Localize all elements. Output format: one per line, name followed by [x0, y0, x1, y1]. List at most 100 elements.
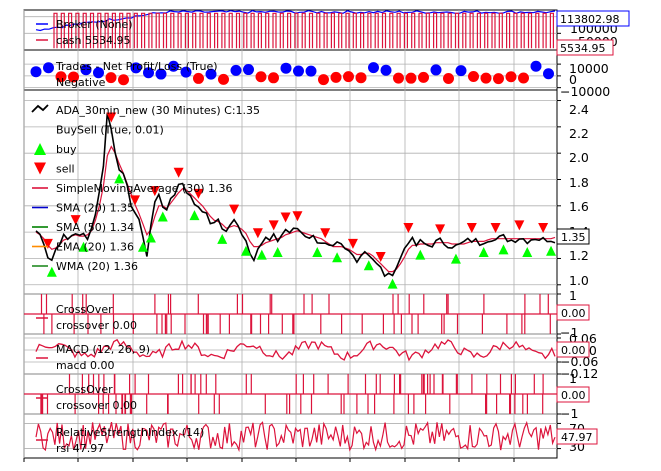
trades-legend: Trades - Net Profit/Loss (True) Negative	[55, 60, 218, 89]
series-layer	[24, 10, 557, 453]
profit-trade-dot-21	[293, 65, 304, 77]
broker-legend: Broker (None) cash 5534.95	[36, 18, 133, 47]
trades-ytick-2: −10000	[560, 84, 610, 99]
buy-marker-11	[312, 247, 323, 258]
profit-trade-dot-10	[155, 68, 167, 80]
profit-trade-dot-11	[168, 60, 179, 72]
loss-trade-dot-35	[468, 70, 479, 82]
macd-legend: MACD (12, 26, 9) macd 0.00	[36, 343, 150, 372]
macd-line	[35, 338, 556, 362]
sell-marker-3	[130, 195, 141, 206]
loss-trade-dot-2	[55, 71, 67, 83]
buy-marker-2	[114, 173, 125, 184]
crossover-1-line	[40, 294, 551, 334]
loss-trade-dot-24	[330, 71, 342, 83]
crossover-2-legend-value: crossover 0.00	[56, 399, 137, 412]
price-legend-label-5: SMA (20) 1.35	[56, 202, 134, 215]
macd-legend-title: MACD (12, 26, 9)	[56, 343, 150, 356]
profit-trade-dot-4	[80, 64, 92, 76]
loss-trade-dot-3	[68, 71, 79, 83]
cash-value-tag: 5534.95	[560, 42, 606, 55]
profit-trade-dot-8	[130, 62, 142, 74]
price-ytick-7: 1.0	[569, 273, 589, 288]
sell-marker-6	[193, 188, 204, 199]
price-ytick-2: 2.0	[569, 150, 589, 165]
trade-markers	[30, 60, 557, 289]
loss-trade-dot-19	[268, 72, 279, 84]
loss-trade-dot-37	[493, 73, 504, 85]
profit-trade-dot-40	[530, 60, 542, 72]
close-price-line	[35, 113, 556, 278]
loss-trade-dot-25	[343, 71, 354, 83]
price-legend-label-8: WMA (20) 1.36	[56, 260, 138, 273]
price-ytick-4: 1.6	[569, 199, 589, 214]
trades-legend-label: Trades - Net Profit/Loss (True)	[55, 60, 218, 73]
rsi-legend-value: rsi 47.97	[56, 442, 104, 455]
rsi-line	[35, 420, 556, 453]
loss-trade-dot-31	[418, 71, 429, 83]
macd-value-tag: 0.00	[561, 344, 586, 357]
loss-trade-dot-6	[105, 72, 117, 84]
gridlines	[23, 10, 561, 462]
sell-marker-1	[70, 215, 81, 226]
buy-marker-5	[157, 211, 168, 222]
loss-trade-dot-15	[218, 73, 229, 85]
buy-marker-0	[46, 266, 57, 277]
price-ytick-6: 1.2	[569, 248, 589, 263]
sell-marker-2	[106, 112, 117, 123]
loss-trade-dot-33	[443, 73, 454, 85]
loss-trade-dot-36	[480, 72, 492, 84]
macd-ytick-2: −0.06	[560, 354, 598, 369]
profit-trade-dot-32	[430, 64, 442, 76]
buy-marker-7	[217, 233, 228, 244]
sell-marker-16	[435, 224, 446, 235]
macd-legend-value: macd 0.00	[56, 359, 114, 372]
crossover-1-value-tag: 0.00	[561, 307, 586, 320]
profit-trade-dot-1	[43, 62, 54, 74]
profit-trade-dot-9	[143, 67, 154, 79]
price-legend-label-4: SimpleMovingAverage (30) 1.36	[56, 182, 233, 195]
buy-marker-20	[546, 245, 557, 256]
price-legend-label-0: ADA_30min_new (30 Minutes) C:1.35	[56, 104, 260, 117]
sell-marker-7	[229, 204, 240, 215]
loss-trade-dot-29	[393, 72, 404, 84]
crossover-1-value-tag-box	[556, 304, 590, 321]
crossover-2-ytick-1: −1	[560, 406, 578, 421]
profit-trade-dot-22	[305, 65, 317, 77]
buy-marker-3	[137, 241, 148, 252]
loss-trade-dot-7	[118, 74, 129, 86]
crossover-2-line	[40, 374, 544, 414]
profit-trade-dot-41	[543, 68, 554, 80]
profit-trade-dot-16	[230, 64, 242, 76]
loss-trade-dot-23	[318, 74, 329, 86]
sell-marker-19	[514, 220, 525, 231]
buy-marker-15	[415, 249, 426, 260]
sell-marker-11	[292, 211, 303, 222]
buy-marker-19	[522, 247, 533, 258]
macd-ytick-3: −0.12	[560, 366, 598, 381]
buy-marker-9	[256, 249, 267, 260]
sell-marker-8	[252, 228, 263, 239]
cash-legend-label: cash 5534.95	[56, 34, 130, 47]
buy-marker-1	[78, 241, 89, 252]
sell-marker-20	[538, 223, 549, 234]
buy-marker-8	[240, 245, 251, 256]
sell-marker-9	[268, 220, 279, 231]
price-legend-label-2: buy	[56, 143, 77, 156]
loss-trade-dot-39	[518, 72, 529, 84]
rsi-value-tag: 47.97	[561, 431, 593, 444]
price-legend-label-6: SMA (50) 1.34	[56, 221, 134, 234]
price-ytick-1: 2.2	[569, 126, 589, 141]
trades-ytick-1: 0	[569, 72, 577, 87]
profit-trade-dot-17	[243, 64, 254, 76]
crossover-1-legend: CrossOver crossover 0.00	[36, 303, 137, 332]
profit-trade-dot-34	[455, 65, 467, 77]
sell-marker-10	[280, 212, 291, 223]
price-legend-label-7: EMA (20) 1.36	[56, 241, 134, 254]
sell-marker-13	[347, 238, 358, 249]
crossover-2-value-tag-box	[556, 386, 590, 403]
cash-line	[53, 12, 554, 49]
sell-marker-5	[173, 167, 184, 178]
loss-trade-dot-26	[355, 72, 367, 84]
profit-trade-dot-27	[368, 62, 379, 74]
